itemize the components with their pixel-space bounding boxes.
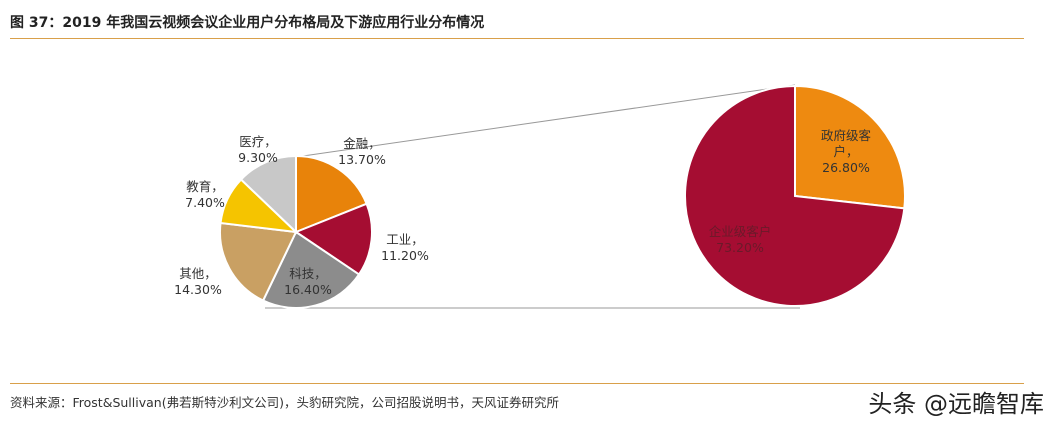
source: 资料来源：Frost&Sullivan(弗若斯特沙利文公司)，头豹研究院，公司招… <box>10 395 559 410</box>
pie-slice <box>293 202 373 276</box>
slice-value: 26.80% <box>822 160 870 175</box>
slice-label: 工业， 11.20% <box>365 232 445 264</box>
watermark: 头条 @远瞻智库 <box>868 390 1044 418</box>
rule <box>10 383 1024 384</box>
pie-slice <box>239 154 297 235</box>
pie-slice <box>295 154 368 234</box>
title: 图 37：2019 年我国云视频会议企业用户分布格局及下游应用行业分布情况 <box>10 15 485 31</box>
slice-label: 教育， 7.40% <box>165 179 245 211</box>
slice-value: 13.70% <box>338 152 386 167</box>
slice-value: 16.40% <box>284 282 332 297</box>
slice-value: 14.30% <box>174 282 222 297</box>
slice-name: 医疗， <box>239 134 277 149</box>
rule <box>10 38 1024 39</box>
pie-slice <box>684 84 906 307</box>
slice-name: 教育， <box>186 179 224 194</box>
pie-slice <box>794 84 906 210</box>
slice-label: 金融， 13.70% <box>322 136 402 168</box>
slice-label: 其他， 14.30% <box>158 266 238 298</box>
slice-label: 医疗， 9.30% <box>218 134 298 166</box>
pie-slice <box>219 221 298 302</box>
slice-value: 9.30% <box>238 150 278 165</box>
slice-name: 金融， <box>343 136 381 151</box>
slice-value: 7.40% <box>185 195 225 210</box>
slice-name: 科技， <box>289 266 327 281</box>
slice-name: 工业， <box>386 232 424 247</box>
slice-label: 企业级客户 73.20% <box>705 224 775 256</box>
slice-value: 73.20% <box>716 240 764 255</box>
slice-label: 科技， 16.40% <box>268 266 348 298</box>
slice-name: 其他， <box>179 266 217 281</box>
slice-name: 政府级客户， <box>820 128 871 159</box>
connector <box>295 84 796 158</box>
slice-label: 政府级客户， 26.80% <box>811 128 881 176</box>
slice-value: 11.20% <box>381 248 429 263</box>
slice-name: 企业级客户 <box>708 224 772 239</box>
